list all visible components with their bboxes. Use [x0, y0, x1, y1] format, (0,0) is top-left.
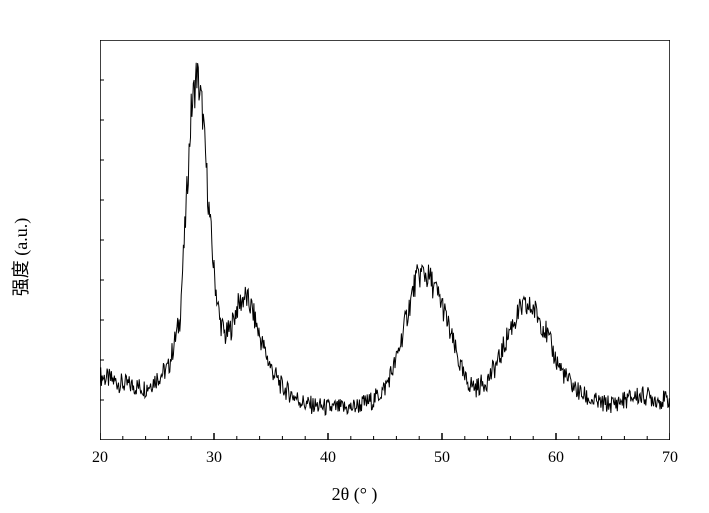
- x-axis-label: 2θ (° ): [332, 484, 378, 505]
- xrd-figure: 强度 (a.u.) 2θ (° ) 20 30 40 50 60 70: [0, 0, 709, 513]
- svg-text:60: 60: [548, 449, 564, 466]
- svg-text:40: 40: [320, 449, 336, 466]
- svg-text:20: 20: [92, 449, 108, 466]
- y-axis-label: 强度 (a.u.): [7, 217, 33, 295]
- svg-text:30: 30: [206, 449, 222, 466]
- plot-svg: [100, 40, 670, 440]
- xlabel-text: 2θ (° ): [332, 484, 378, 504]
- svg-text:70: 70: [662, 449, 678, 466]
- plot-area: [100, 40, 670, 440]
- ylabel-text: 强度 (a.u.): [11, 217, 31, 295]
- svg-text:50: 50: [434, 449, 450, 466]
